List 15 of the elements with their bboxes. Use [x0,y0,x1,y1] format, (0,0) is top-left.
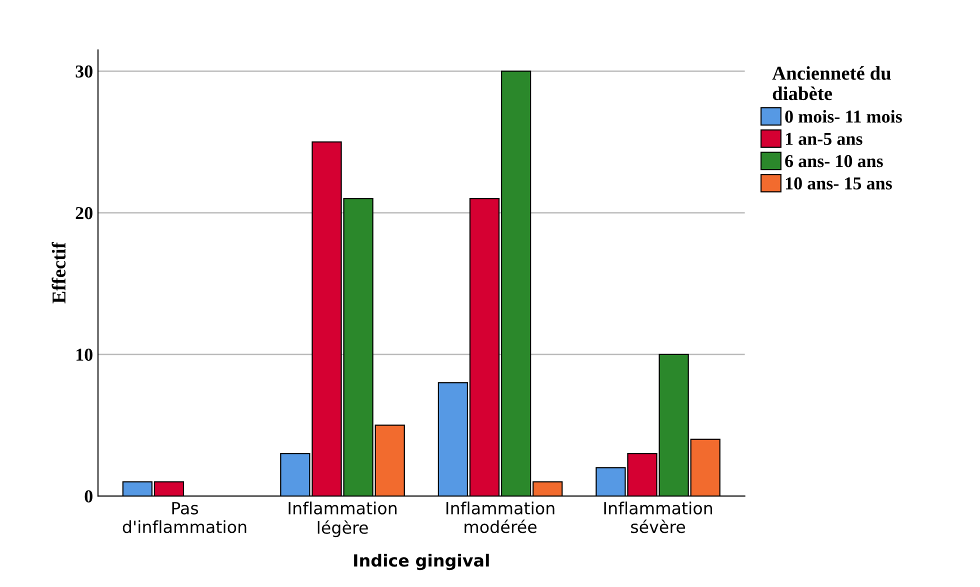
legend-label: 1 an-5 ans [786,132,862,145]
legend-label: 0 mois- 11 mois [785,110,902,123]
legend-label: 6 ans- 10 ans [785,155,883,168]
y-tick-label: 10 [76,348,92,361]
y-tick-label: 30 [76,65,92,78]
x-tick-label: Inflammation légère [288,502,397,538]
y-axis-title: Effectif [52,242,66,304]
legend-label: 10 ans- 15 ans [786,177,892,190]
x-axis-title: Indice gingival [354,554,489,570]
x-tick-label: Pas d'inflammation [122,502,246,534]
y-tick-label: 20 [76,207,92,220]
y-tick-label: 0 [84,490,92,502]
x-tick-label: Inflammation modérée [446,502,554,534]
legend-title: Ancienneté du diabète [772,66,891,100]
x-tick-label: Inflammation sévère [604,502,712,534]
